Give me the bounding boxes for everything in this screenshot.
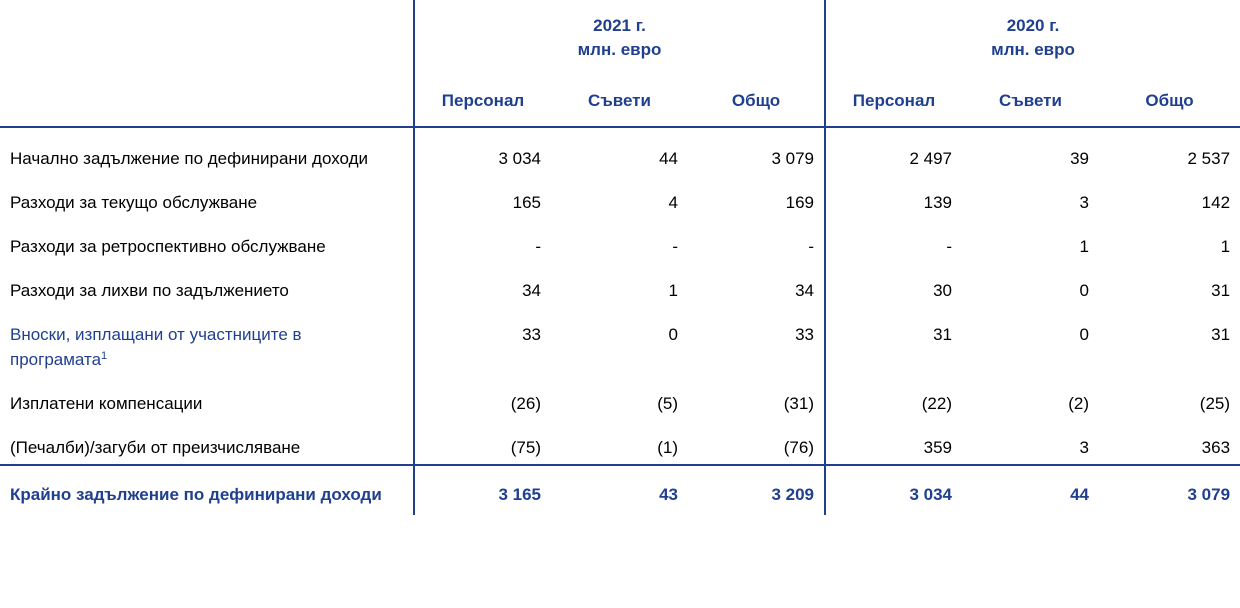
row-label: Начално задължение по дефинирани доходи [10, 149, 369, 168]
value-cell: 4 [668, 193, 678, 212]
value-cell: 0 [1079, 325, 1089, 344]
year-header-2021: 2021 г. млн. евро [413, 0, 825, 76]
row-label: Разходи за ретроспективно обслужване [10, 237, 326, 256]
value-cell: 3 [1079, 438, 1089, 457]
total-value-cell: 43 [551, 464, 688, 515]
value-cell: (75) [413, 420, 551, 465]
year-header-row: 2021 г. млн. евро 2020 г. млн. евро [0, 0, 1240, 76]
table-row: Разходи за лихви по задължението 34 1 34… [0, 263, 1240, 307]
value-cell: 31 [1211, 325, 1231, 344]
value-cell: 3 079 [771, 149, 814, 168]
value-cell: 33 [795, 325, 814, 344]
value-cell: 39 [1070, 149, 1089, 168]
row-label: Разходи за лихви по задължението [10, 281, 289, 300]
column-header-staff-2021: Персонал [413, 76, 551, 128]
value-cell: 31 [1211, 281, 1231, 300]
table-row: Разходи за текущо обслужване 165 4 169 1… [0, 175, 1240, 219]
total-row: Крайно задължение по дефинирани доходи 3… [0, 464, 1240, 515]
column-header-board-2021: Съвети [551, 76, 688, 128]
unit-label-bold: млн. [991, 40, 1030, 59]
value-cell: 169 [785, 193, 814, 212]
unit-label: евро [615, 40, 662, 59]
value-cell: 1 [668, 281, 678, 300]
table-row: Начално задължение по дефинирани доходи … [0, 127, 1240, 175]
value-cell: 34 [795, 281, 814, 300]
column-header-board-2020: Съвети [962, 76, 1099, 128]
column-header-total-2021: Общо [688, 76, 825, 128]
value-cell: 359 [824, 420, 962, 465]
defined-benefit-obligation-table: 2021 г. млн. евро 2020 г. млн. евро Перс… [0, 0, 1240, 515]
value-cell: (26) [413, 376, 551, 420]
column-header-staff-2020: Персонал [824, 76, 962, 128]
value-cell: (31) [783, 394, 814, 413]
value-cell: 30 [824, 263, 962, 307]
value-cell: - [824, 219, 962, 263]
table-row: Разходи за ретроспективно обслужване - -… [0, 219, 1240, 263]
value-cell: 1 [1079, 237, 1089, 256]
row-label: (Печалби)/загуби от преизчисляване [10, 438, 301, 457]
value-cell: 0 [668, 325, 678, 344]
value-cell: 31 [824, 307, 962, 376]
table-row: Вноски, изплащани от участниците в прогр… [0, 307, 1240, 376]
value-cell: 1 [1220, 237, 1231, 256]
table-row: Изплатени компенсации (26) (5) (31) (22)… [0, 376, 1240, 420]
total-value-cell: 3 209 [688, 464, 825, 515]
row-label-with-footnote: Вноски, изплащани от участниците в прогр… [0, 307, 414, 376]
footnote-marker: 1 [101, 350, 108, 362]
value-cell: (25) [1199, 394, 1231, 413]
value-cell: - [413, 219, 551, 263]
year-label: 2021 г. [593, 16, 646, 35]
value-cell: 139 [824, 175, 962, 219]
row-label: Изплатени компенсации [10, 394, 203, 413]
value-cell: - [672, 237, 678, 256]
total-label: Крайно задължение по дефинирани доходи [0, 464, 414, 515]
value-cell: 33 [413, 307, 551, 376]
value-cell: (22) [824, 376, 962, 420]
column-header-blank [0, 76, 414, 128]
row-label: Разходи за текущо обслужване [10, 193, 258, 212]
value-cell: 44 [659, 149, 678, 168]
value-cell: (76) [783, 438, 814, 457]
total-value-cell: 3 165 [413, 464, 551, 515]
header-blank-cell [0, 0, 414, 76]
table-row: (Печалби)/загуби от преизчисляване (75) … [0, 420, 1240, 465]
value-cell: 2 497 [824, 127, 962, 175]
value-cell: 0 [1079, 281, 1089, 300]
row-label: Вноски, изплащани от участниците в прогр… [10, 325, 302, 369]
total-value-cell: 3 034 [824, 464, 962, 515]
unit-label: евро [1029, 40, 1075, 59]
value-cell: - [808, 237, 814, 256]
year-label: 2020 г. [1006, 16, 1060, 35]
value-cell: (2) [1068, 394, 1089, 413]
value-cell: 3 034 [413, 127, 551, 175]
value-cell: (5) [657, 394, 678, 413]
value-cell: 142 [1201, 193, 1231, 212]
year-header-2020: 2020 г. млн. евро [823, 0, 1240, 76]
total-value-cell: 44 [962, 464, 1099, 515]
column-header-total-2020: Общо [1099, 76, 1240, 128]
value-cell: 34 [413, 263, 551, 307]
total-value-cell: 3 079 [1099, 464, 1240, 515]
value-cell: 363 [1201, 438, 1231, 457]
value-cell: 3 [1079, 193, 1089, 212]
unit-label-bold: млн. [577, 40, 616, 59]
value-cell: (1) [657, 438, 678, 457]
value-cell: 2 537 [1187, 149, 1231, 168]
value-cell: 165 [413, 175, 551, 219]
column-header-row: Персонал Съвети Общо Персонал Съвети Общ… [0, 76, 1240, 128]
